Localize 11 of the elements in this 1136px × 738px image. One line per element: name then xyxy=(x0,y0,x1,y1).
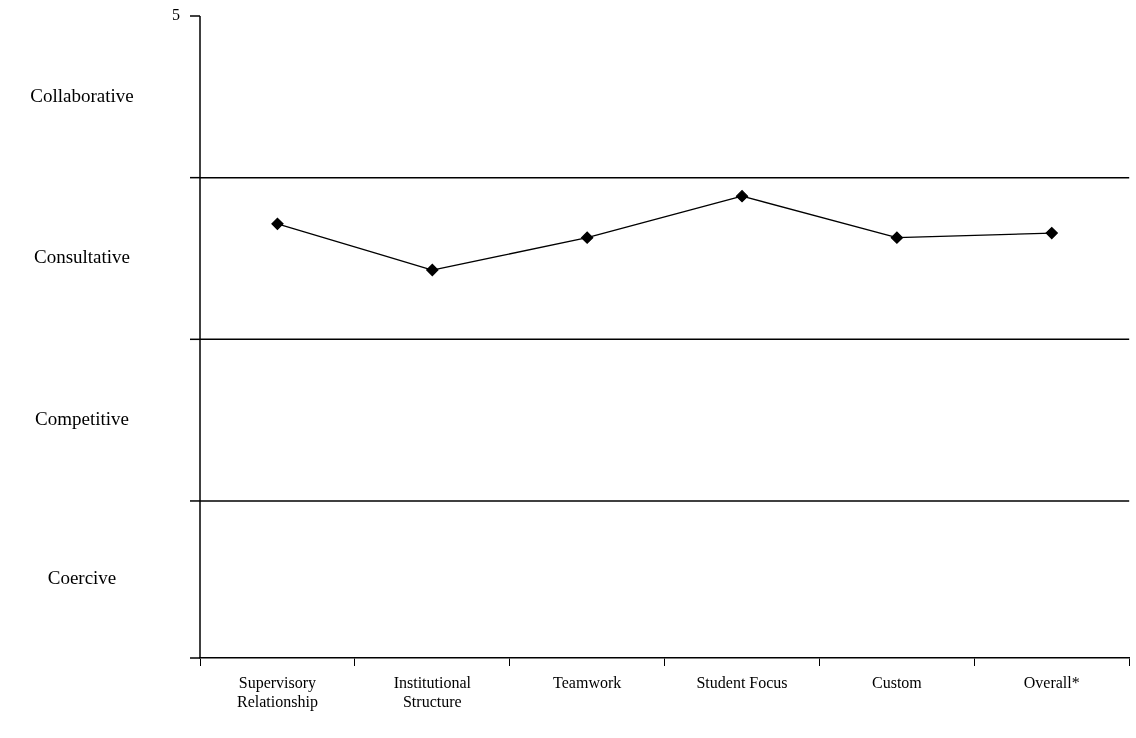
text: 5 xyxy=(172,6,180,24)
x-tick-label: Teamwork xyxy=(553,673,622,691)
x-tick-label: Student Focus xyxy=(696,673,788,691)
text: Collaborative xyxy=(30,84,134,106)
x-tick-label: Overall* xyxy=(1023,673,1080,691)
text: Consultative xyxy=(33,246,131,268)
x-tick-label: Institutional Structure xyxy=(393,673,472,710)
x-tick-label: Custom xyxy=(872,673,923,691)
text: Coercive xyxy=(47,567,117,589)
x-tick-label: Supervisory Relationship xyxy=(236,673,318,711)
text: Competitive xyxy=(35,408,129,430)
